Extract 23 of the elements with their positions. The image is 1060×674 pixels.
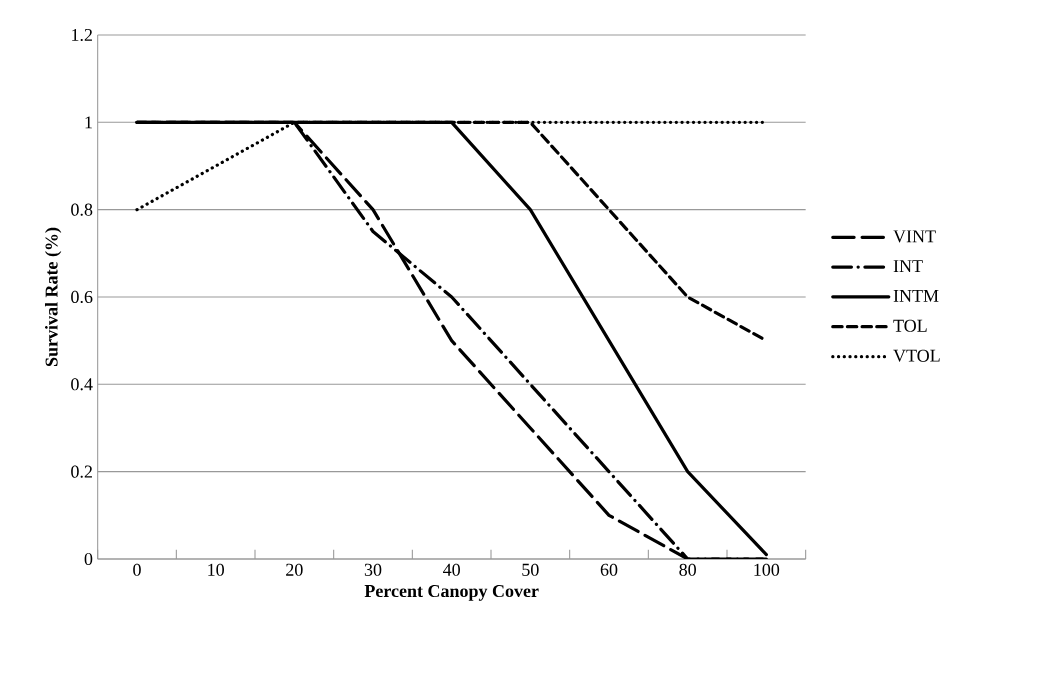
x-tick-label: 60 [600, 563, 618, 576]
x-tick-label: 20 [286, 563, 303, 576]
legend-label: INTM [893, 289, 939, 302]
legend-label: TOL [893, 319, 927, 332]
x-tick-label: 80 [679, 563, 696, 576]
y-axis-title: Survival Rate (%) [44, 227, 62, 367]
x-tick-label: 100 [754, 563, 780, 576]
legend-label: VINT [893, 230, 936, 243]
y-tick-label: 0.2 [71, 465, 92, 478]
x-tick-label: 40 [443, 563, 460, 576]
y-tick-label: 1 [85, 116, 92, 129]
x-tick-label: 10 [208, 563, 224, 576]
x-tick-label: 0 [133, 563, 141, 576]
legend-label: INT [893, 260, 923, 272]
x-axis-title: Percent Canopy Cover [364, 585, 539, 601]
legend-label: VTOL [893, 349, 940, 362]
y-tick-label: 0.6 [71, 290, 93, 304]
y-tick-label: 0.8 [71, 203, 93, 216]
x-tick-label: 50 [522, 563, 539, 576]
x-tick-label: 30 [364, 563, 382, 576]
y-tick-label: 1.2 [72, 28, 92, 42]
y-tick-label: 0.4 [71, 378, 93, 391]
y-tick-label: 0 [84, 552, 93, 566]
